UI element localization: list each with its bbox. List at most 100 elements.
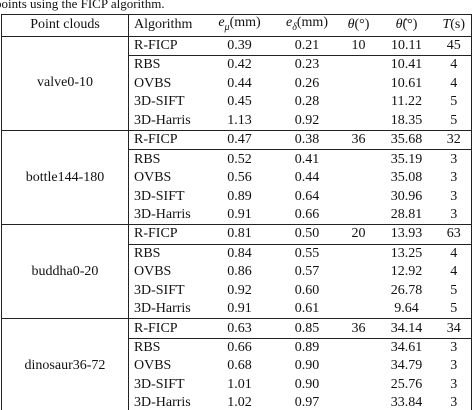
value-cell: 0.92 xyxy=(227,282,252,298)
table-body: valve0-10 R-FICP 0.39 0.21 10 10.11 45 RBS 0.42 0… xyxy=(1,35,472,410)
value-cell: 0.38 xyxy=(273,129,341,151)
value-cell: 0.47 xyxy=(205,129,274,151)
value-cell: 3 xyxy=(436,205,472,226)
algorithm-cell: 3D-SIFT xyxy=(134,376,185,392)
header-text: Point clouds xyxy=(30,17,100,33)
value-cell: 34.79 xyxy=(390,358,423,374)
header-unit: (mm) xyxy=(296,15,328,30)
algorithm-cell: 3D-Harris xyxy=(128,394,206,410)
algorithm-cell: R-FICP xyxy=(128,318,206,339)
table-row: OVBS 0.68 0.90 34.79 3 xyxy=(2,357,472,376)
header-unit: (s) xyxy=(450,17,466,33)
value-cell: 18.35 xyxy=(376,111,437,131)
value-cell: 0.52 xyxy=(227,151,252,167)
caption: points using the FICP algorithm. xyxy=(0,0,165,11)
algorithm-cell: OVBS xyxy=(134,264,172,280)
algorithm-cell: OVBS xyxy=(134,170,172,186)
algorithm-cell: R-FICP xyxy=(128,224,206,245)
table-row: valve0-10 R-FICP 0.39 0.21 10 10.11 45 xyxy=(1,35,472,131)
value-cell: 10 xyxy=(340,35,377,57)
algorithm-cell: 3D-SIFT xyxy=(134,188,185,204)
value-cell: 0.55 xyxy=(294,245,320,261)
algorithm-cell: 3D-SIFT xyxy=(134,282,185,298)
table-row: 3D-Harris 1.02 0.97 33.84 3 xyxy=(2,394,472,410)
algorithm-cell: RBS xyxy=(134,245,161,261)
algorithm-cell: RBS xyxy=(134,340,161,356)
group-name: buddha0-20 xyxy=(1,224,129,320)
value-cell: 10.11 xyxy=(376,35,437,57)
table-row: OVBS 0.86 0.57 12.92 4 xyxy=(2,263,472,282)
value-cell: 0.26 xyxy=(294,75,320,91)
results-table: Point clouds Algorithm eμ(mm) eδ(mm) θ(°) θ̂(… xyxy=(1,14,472,410)
value-cell: 0.66 xyxy=(273,205,341,226)
value-cell: 0.57 xyxy=(294,264,320,280)
value-cell xyxy=(341,263,377,281)
header-symbol: e xyxy=(286,15,293,30)
value-cell: 3 xyxy=(436,394,472,410)
table-row: 3D-SIFT 0.92 0.60 26.78 5 xyxy=(2,281,472,300)
column-header: T(s) xyxy=(436,14,472,37)
value-cell: 5 xyxy=(436,281,472,300)
value-cell: 0.45 xyxy=(227,94,252,110)
value-cell: 0.28 xyxy=(294,94,320,110)
column-header: eδ(mm) xyxy=(273,14,341,37)
value-cell xyxy=(340,299,377,320)
value-cell: 10.61 xyxy=(390,75,423,91)
value-cell: 13.93 xyxy=(376,224,437,245)
value-cell xyxy=(341,338,377,357)
value-cell: 9.64 xyxy=(376,299,437,320)
value-cell: 0.64 xyxy=(294,188,320,204)
value-cell xyxy=(341,169,377,187)
value-cell: 3 xyxy=(436,149,472,169)
table-row: 3D-SIFT 0.45 0.28 11.22 5 xyxy=(2,93,472,112)
algorithm-cell: 3D-Harris xyxy=(128,205,206,226)
value-cell xyxy=(340,394,377,410)
value-cell: 0.50 xyxy=(273,224,341,245)
value-cell: 0.81 xyxy=(205,224,274,245)
header-symbol: θ xyxy=(347,17,355,33)
value-cell: 10.41 xyxy=(390,57,423,73)
header-unit: (°) xyxy=(402,17,418,33)
algorithm-cell: OVBS xyxy=(134,358,172,374)
value-cell: 28.81 xyxy=(376,205,437,226)
value-cell: 0.97 xyxy=(273,394,341,410)
value-cell: 3 xyxy=(436,187,472,206)
value-cell: 5 xyxy=(436,93,472,112)
value-cell: 4 xyxy=(436,244,472,264)
value-cell: 32 xyxy=(436,129,472,151)
value-cell: 34.61 xyxy=(390,340,423,356)
value-cell: 0.90 xyxy=(294,358,320,374)
column-header: Point clouds xyxy=(1,14,129,37)
algorithm-cell: 3D-SIFT xyxy=(134,94,185,110)
value-cell: 11.22 xyxy=(391,94,422,110)
table-row: bottle144-180 R-FICP 0.47 0.38 36 35.68 32 xyxy=(1,129,472,226)
algorithm-cell: R-FICP xyxy=(128,35,206,57)
algorithm-cell: 3D-Harris xyxy=(128,299,206,320)
algorithm-cell: RBS xyxy=(134,151,161,167)
value-cell: 45 xyxy=(436,35,472,57)
value-cell: 36 xyxy=(340,318,377,339)
value-cell: 0.60 xyxy=(294,282,320,298)
value-cell xyxy=(340,111,377,131)
value-cell: 0.61 xyxy=(273,299,341,320)
column-header: Algorithm xyxy=(128,14,206,37)
value-cell: 35.68 xyxy=(376,129,437,151)
table-row: RBS 0.52 0.41 35.19 3 xyxy=(2,149,472,169)
value-cell xyxy=(341,93,377,111)
header-subscript: μ xyxy=(224,21,230,33)
value-cell: 0.23 xyxy=(294,57,320,73)
value-cell: 4 xyxy=(436,55,472,75)
value-cell: 3 xyxy=(436,357,472,376)
header-unit: (°) xyxy=(354,17,370,33)
table-row: RBS 0.84 0.55 13.25 4 xyxy=(2,244,472,264)
value-cell: 3 xyxy=(436,375,472,395)
value-cell: 0.39 xyxy=(205,35,274,57)
value-cell: 25.76 xyxy=(390,376,423,392)
algorithm-cell: OVBS xyxy=(134,75,172,91)
value-cell: 0.66 xyxy=(227,340,252,356)
value-cell: 35.19 xyxy=(390,151,423,167)
value-cell: 36 xyxy=(340,129,377,151)
value-cell: 0.41 xyxy=(294,151,320,167)
table-row: RBS 0.66 0.89 34.61 3 xyxy=(2,338,472,358)
